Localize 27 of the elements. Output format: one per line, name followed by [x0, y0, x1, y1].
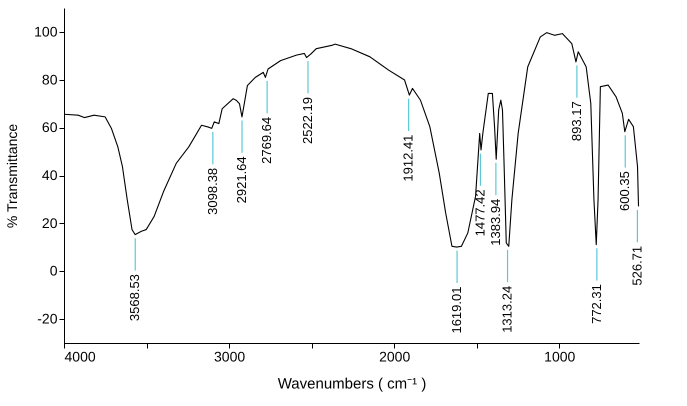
annotation: 2769.64 — [259, 116, 274, 164]
annotation: 1912.41 — [400, 134, 416, 182]
y-tick-label: 40 — [42, 167, 58, 183]
annotation: 772.31 — [588, 284, 604, 324]
annotation: 1619.01 — [449, 286, 464, 334]
x-tick-label: 2000 — [379, 348, 410, 364]
y-tick-label: 0 — [50, 262, 58, 279]
y-tick-label: 60 — [42, 119, 58, 136]
annotation: 3098.38 — [204, 168, 220, 215]
y-tick-label: 20 — [42, 214, 58, 231]
annotation: 1477.42 — [472, 189, 488, 236]
y-tick-label: 100 — [34, 23, 58, 40]
y-tick-label: -20 — [37, 310, 58, 327]
x-tick-label: 3000 — [214, 348, 246, 364]
y-tick-label: 80 — [42, 71, 58, 88]
x-tick-label: 4000 — [64, 348, 96, 364]
annotation: 2921.64 — [234, 156, 250, 204]
annotation: 1313.24 — [500, 286, 515, 333]
annotation: 526.71 — [629, 246, 644, 286]
annotation: 600.35 — [617, 171, 632, 211]
annotation: 1383.94 — [488, 198, 503, 246]
x-axis-title: Wavenumbers ( cm⁻¹ ) — [278, 376, 426, 392]
y-axis-title: % Transmittance — [4, 124, 20, 228]
annotation: 893.17 — [568, 101, 584, 142]
x-tick-label: 1000 — [544, 348, 576, 364]
annotation: 3568.53 — [127, 274, 142, 322]
annotation: 2522.19 — [300, 97, 315, 144]
